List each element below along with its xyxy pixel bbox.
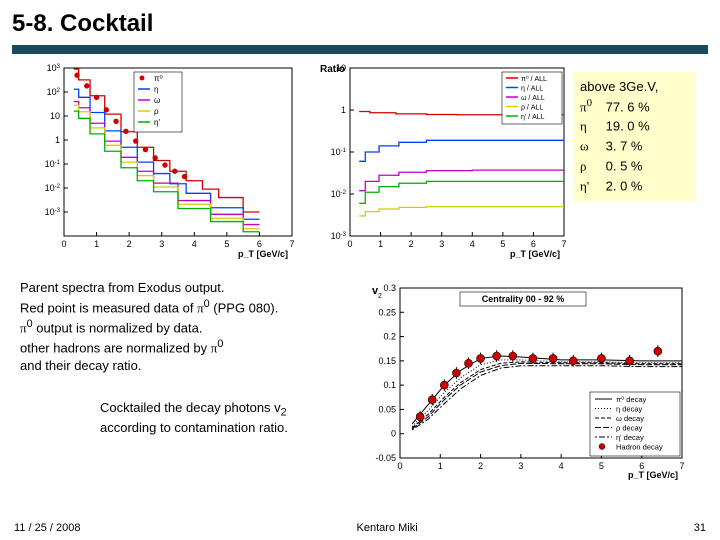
caption-line: other hadrons are normalized by π0 bbox=[20, 337, 350, 357]
svg-text:ω: ω bbox=[154, 96, 160, 105]
info-row: π0 77. 6 % bbox=[580, 96, 690, 116]
info-row: η 19. 0 % bbox=[580, 115, 690, 135]
svg-text:1: 1 bbox=[55, 135, 60, 145]
svg-text:η decay: η decay bbox=[616, 405, 643, 414]
svg-text:4: 4 bbox=[559, 461, 564, 471]
svg-text:0.1: 0.1 bbox=[383, 380, 396, 390]
caption-line: π0 output is normalized by data. bbox=[20, 317, 350, 337]
svg-text:p_T [GeV/c]: p_T [GeV/c] bbox=[628, 470, 678, 480]
svg-text:2: 2 bbox=[127, 239, 132, 249]
svg-text:2: 2 bbox=[378, 293, 382, 300]
caption-line: according to contamination ratio. bbox=[100, 420, 350, 437]
svg-text:2: 2 bbox=[409, 239, 414, 249]
chart-v2: 01234567-0.0500.050.10.150.20.250.3v2p_T… bbox=[360, 280, 690, 480]
svg-text:0.3: 0.3 bbox=[383, 283, 396, 293]
svg-text:10-2: 10-2 bbox=[45, 183, 61, 193]
svg-text:1: 1 bbox=[438, 461, 443, 471]
info-box: above 3Ge.V, π0 77. 6 %η 19. 0 %ω 3. 7 %… bbox=[574, 72, 696, 201]
chart-ratio: 0123456710-310-210-1110Ratiop_T [GeV/c]π… bbox=[310, 60, 570, 260]
svg-text:2: 2 bbox=[478, 461, 483, 471]
svg-text:η / ALL: η / ALL bbox=[521, 86, 543, 93]
title-bar: 5-8. Cocktail bbox=[0, 0, 720, 56]
svg-text:-0.05: -0.05 bbox=[375, 453, 396, 463]
caption-line: and their decay ratio. bbox=[20, 358, 350, 375]
info-row: ω 3. 7 % bbox=[580, 135, 690, 155]
charts-row: 0123456710-310-210-1110102103p_T [GeV/c]… bbox=[20, 60, 700, 270]
svg-text:0: 0 bbox=[391, 429, 396, 439]
svg-text:5: 5 bbox=[500, 239, 505, 249]
caption-line: Parent spectra from Exodus output. bbox=[20, 280, 350, 297]
svg-text:ρ decay: ρ decay bbox=[616, 424, 643, 433]
svg-text:η' / ALL: η' / ALL bbox=[521, 114, 545, 121]
svg-text:10-2: 10-2 bbox=[331, 189, 347, 199]
info-row: η' 2. 0 % bbox=[580, 175, 690, 195]
svg-text:0.25: 0.25 bbox=[378, 307, 396, 317]
info-row: ρ 0. 5 % bbox=[580, 155, 690, 175]
svg-text:7: 7 bbox=[679, 461, 684, 471]
footer-page: 31 bbox=[694, 522, 706, 534]
svg-text:0.05: 0.05 bbox=[378, 404, 396, 414]
svg-text:π⁰: π⁰ bbox=[154, 74, 163, 83]
svg-text:3: 3 bbox=[159, 239, 164, 249]
svg-text:6: 6 bbox=[531, 239, 536, 249]
svg-text:4: 4 bbox=[470, 239, 475, 249]
svg-text:ρ: ρ bbox=[154, 107, 159, 116]
slide-title: 5-8. Cocktail bbox=[12, 10, 708, 38]
title-rule bbox=[12, 42, 708, 54]
svg-text:Centrality 00 - 92 %: Centrality 00 - 92 % bbox=[482, 294, 565, 304]
svg-text:ω decay: ω decay bbox=[616, 414, 644, 423]
svg-text:1: 1 bbox=[94, 239, 99, 249]
svg-text:6: 6 bbox=[257, 239, 262, 249]
chart-spectra: 0 1 2 3 4 5 6 7 10-3 10-2 10-1 1 10 102 103 p_T [GeV/c]… bbox=[20, 60, 300, 260]
svg-text:5: 5 bbox=[224, 239, 229, 249]
caption-line: Cocktailed the decay photons v2 bbox=[100, 400, 350, 420]
svg-text:0: 0 bbox=[397, 461, 402, 471]
caption-spectra: Parent spectra from Exodus output. Red p… bbox=[20, 280, 350, 374]
svg-text:π⁰ / ALL: π⁰ / ALL bbox=[521, 75, 547, 83]
svg-text:0: 0 bbox=[61, 239, 66, 249]
svg-text:10-3: 10-3 bbox=[45, 207, 61, 217]
svg-text:10: 10 bbox=[50, 111, 60, 121]
svg-text:1: 1 bbox=[378, 239, 383, 249]
svg-text:0.2: 0.2 bbox=[383, 332, 396, 342]
caption-v2: Cocktailed the decay photons v2 accordin… bbox=[100, 400, 350, 437]
svg-text:7: 7 bbox=[289, 239, 294, 249]
svg-text:Hadron decay: Hadron decay bbox=[616, 443, 663, 452]
svg-text:10-1: 10-1 bbox=[331, 147, 347, 157]
footer-author: Kentaro Miki bbox=[357, 522, 418, 534]
svg-text:π⁰ decay: π⁰ decay bbox=[616, 395, 647, 404]
svg-text:ρ / ALL: ρ / ALL bbox=[521, 105, 543, 112]
svg-text:η' decay: η' decay bbox=[616, 433, 644, 442]
svg-text:10-3: 10-3 bbox=[331, 231, 347, 241]
svg-text:3: 3 bbox=[439, 239, 444, 249]
svg-text:10-1: 10-1 bbox=[45, 159, 61, 169]
svg-text:Ratio: Ratio bbox=[320, 64, 345, 75]
svg-text:η: η bbox=[154, 85, 158, 94]
caption-line: Red point is measured data of π0 (PPG 08… bbox=[20, 297, 350, 317]
svg-text:η': η' bbox=[154, 118, 160, 127]
svg-text:3: 3 bbox=[518, 461, 523, 471]
info-header: above 3Ge.V, bbox=[580, 78, 690, 96]
svg-text:4: 4 bbox=[192, 239, 197, 249]
svg-text:7: 7 bbox=[561, 239, 566, 249]
svg-text:1: 1 bbox=[341, 105, 346, 115]
svg-text:103: 103 bbox=[47, 63, 61, 73]
svg-text:p_T [GeV/c]: p_T [GeV/c] bbox=[510, 249, 560, 259]
footer-date: 11 / 25 / 2008 bbox=[14, 522, 80, 534]
svg-text:5: 5 bbox=[599, 461, 604, 471]
svg-text:p_T [GeV/c]: p_T [GeV/c] bbox=[238, 249, 288, 259]
svg-text:ω / ALL: ω / ALL bbox=[521, 95, 545, 102]
footer: 11 / 25 / 2008 Kentaro Miki 31 bbox=[14, 522, 706, 534]
svg-text:0.15: 0.15 bbox=[378, 356, 396, 366]
svg-text:0: 0 bbox=[347, 239, 352, 249]
svg-text:102: 102 bbox=[47, 87, 61, 97]
